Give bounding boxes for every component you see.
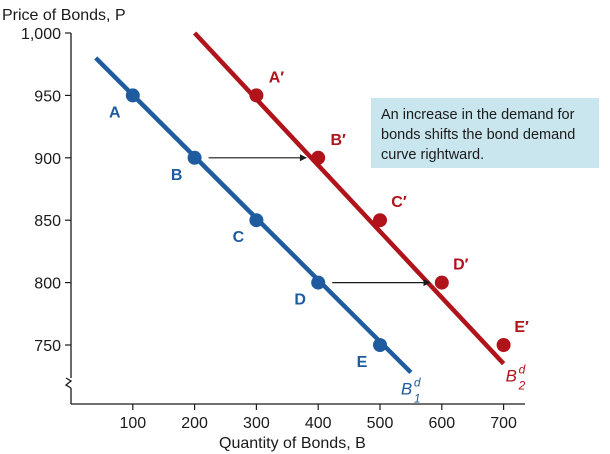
data-point [373, 213, 387, 228]
x-tick-label: 100 [119, 415, 146, 432]
point-label: D′ [453, 257, 469, 274]
curve-name-sub: 2 [518, 379, 526, 393]
point-label: E [357, 354, 368, 371]
point-label: A [109, 104, 121, 121]
y-axis-title: Price of Bonds, P [2, 7, 126, 24]
x-tick-label: 200 [181, 415, 208, 432]
curve-name-sub: 1 [414, 391, 421, 405]
data-point [311, 150, 326, 165]
curve-name-sup: d [414, 375, 421, 389]
x-tick-label: 500 [367, 415, 394, 432]
x-tick-label: 600 [428, 415, 455, 432]
point-label: B [171, 167, 183, 184]
y-tick-label: 900 [34, 151, 61, 168]
axes [64, 33, 525, 405]
point-label: C′ [391, 194, 407, 211]
shift-arrows [208, 154, 431, 287]
data-point [187, 150, 202, 165]
demand-curves [94, 31, 506, 375]
tick-labels: 100 200 300 400 500 600 700 750 800 850 900 950 1,00… [21, 26, 517, 432]
data-points [125, 88, 511, 352]
data-point [249, 88, 264, 103]
curve-name: B [506, 367, 517, 386]
y-tick-label: 850 [34, 213, 61, 230]
data-point [496, 338, 511, 352]
point-labels: A B C D E B d 1 A′ B′ C′ D′ E′ B d 2 [109, 69, 529, 405]
y-tick-label: 1,000 [21, 26, 61, 43]
data-point [311, 275, 326, 290]
y-axis-break [64, 377, 73, 389]
x-tick-label: 700 [490, 415, 517, 432]
data-point [373, 338, 387, 352]
y-tick-label: 950 [34, 88, 61, 105]
point-label: B′ [331, 132, 347, 149]
x-tick-label: 300 [243, 415, 270, 432]
curve-name-sup: d [519, 363, 526, 377]
demand-curve-line [192, 31, 506, 366]
data-point [125, 88, 140, 103]
y-tick-label: 800 [34, 276, 61, 293]
point-label: A′ [269, 69, 285, 86]
data-point [249, 213, 264, 228]
annotation-box: An increase in the demand for bonds shif… [371, 98, 599, 168]
y-tick-label: 750 [34, 338, 61, 355]
point-label: E′ [514, 319, 529, 336]
point-label: D [294, 292, 306, 309]
data-point [434, 275, 449, 290]
x-axis-title: Quantity of Bonds, B [219, 435, 366, 452]
curve-name: B [401, 379, 412, 398]
x-tick-label: 400 [305, 415, 332, 432]
point-label: C [233, 229, 245, 246]
